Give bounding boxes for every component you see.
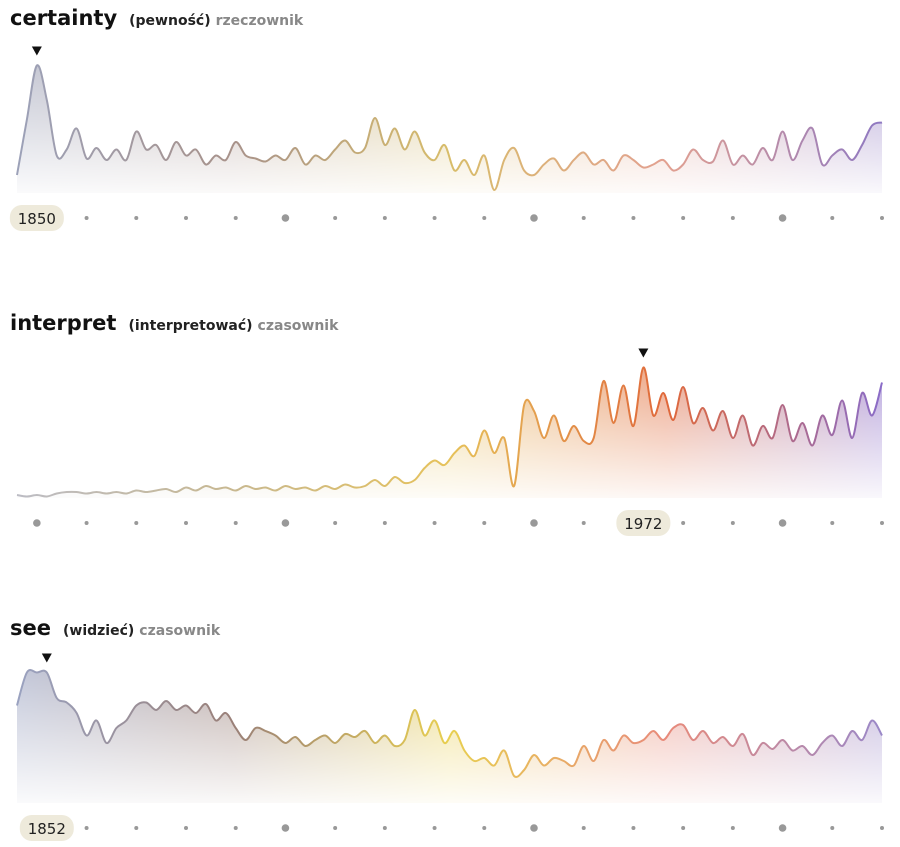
axis-dot [233,521,238,525]
part-of-speech: czasownik [258,318,340,334]
word: interpret [10,311,116,335]
axis-dot [432,826,437,830]
axis-dot [432,521,437,525]
axis-dot [631,826,636,830]
axis-dot [482,216,487,220]
axis-dot [84,826,89,830]
axis-dot [581,826,586,830]
translation: (interpretować) [128,318,252,334]
axis-dot [530,214,538,222]
axis-dot [184,521,188,525]
axis-dot [382,826,387,830]
axis-dot [581,216,586,220]
axis-dot [134,521,139,525]
peak-marker [31,46,42,56]
axis-dot [880,826,884,830]
word-title: interpret (interpretować) czasownik [10,311,339,335]
axis-dot [530,519,538,527]
axis-dot [184,216,188,220]
axis-dot [482,826,487,830]
axis-dot [482,521,487,525]
axis-dot [880,521,884,525]
axis-dot [432,216,437,220]
year-badge [19,815,74,841]
word-title: see (widzieć) czasownik [10,616,221,640]
year-label: 1850 [18,210,56,228]
axis-dot [681,826,686,830]
word: see [10,616,51,640]
axis-dot [84,216,89,220]
part-of-speech: czasownik [139,623,221,639]
word-title: certainty (pewność) rzeczownik [10,6,304,30]
translation: (pewność) [129,13,210,29]
axis-dot [830,521,835,525]
axis-dot [134,826,139,830]
axis-dot [281,824,290,832]
axis-dot [333,216,338,220]
axis-dot [730,826,735,830]
part-of-speech: rzeczownik [216,13,304,29]
axis-dot [184,826,188,830]
line [16,669,883,778]
axis-dot [281,214,290,222]
axis-dot [333,521,338,525]
axis-dot [134,216,139,220]
axis-dot [33,519,41,527]
axis-dot [233,826,238,830]
axis-dot [778,519,787,527]
axis-dot [681,521,686,525]
axis-dot [281,519,290,527]
year-badge [616,510,671,536]
year-label: 1972 [624,515,662,533]
translation: (widzieć) [63,623,134,639]
line [16,366,883,498]
area-fill [17,367,882,498]
year-label: 1852 [28,820,66,838]
axis-dot [631,216,636,220]
axis-dot [730,521,735,525]
word: certainty [10,6,117,30]
axis-dot [382,521,387,525]
axis-dot [730,216,735,220]
peak-marker [41,653,52,663]
axis-dot [778,214,787,222]
axis-dot [880,216,884,220]
peak-marker [638,348,649,358]
line [16,64,883,192]
axis-dot [530,824,538,832]
axis-dot [333,826,338,830]
axis-dot [830,826,835,830]
axis-dot [830,216,835,220]
axis-dot [681,216,686,220]
year-badge [9,205,64,231]
axis-dot [581,521,586,525]
axis-dot [778,824,787,832]
area-fill [17,65,882,193]
area-fill [17,670,882,803]
axis-dot [382,216,387,220]
axis-dot [233,216,238,220]
axis-dot [84,521,89,525]
